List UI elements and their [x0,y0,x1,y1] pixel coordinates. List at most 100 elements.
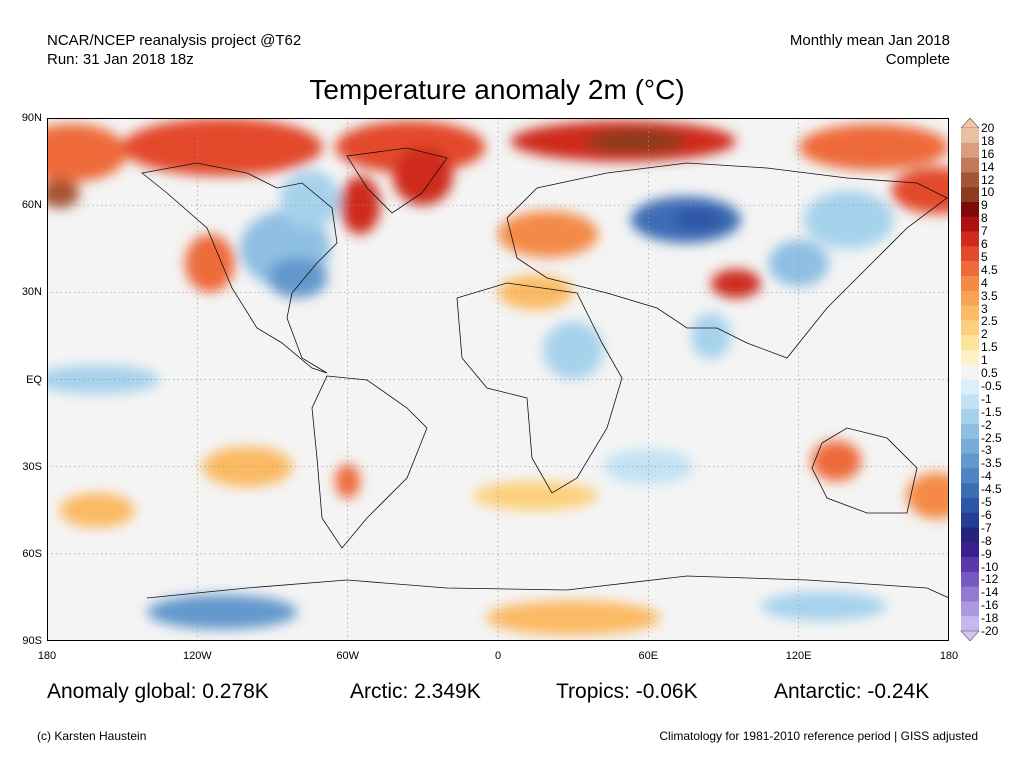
longitude-label: 60E [638,650,659,662]
colorbar-swatch [961,483,979,499]
colorbar-label: 10 [981,185,995,200]
colorbar-swatch [961,453,979,469]
longitude-label: 60W [336,650,359,662]
anomaly-region [906,472,949,519]
stat-antarctic: Antarctic: -0.24K [774,680,930,703]
anomaly-region [47,179,80,209]
anomaly-map [47,118,949,641]
longitude-label: 180 [37,650,57,662]
colorbar-label: 2.5 [981,314,998,329]
anomaly-region [803,190,894,249]
colorbar-swatch [961,468,979,484]
colorbar-swatch [961,172,979,188]
colorbar-swatch [961,542,979,558]
latitude-label: 30N [21,286,42,299]
anomaly-region [811,440,862,482]
colorbar-swatch [961,394,979,410]
colorbar-label: 3 [981,301,988,316]
colorbar-swatch [961,571,979,587]
anomaly-region [335,463,361,499]
colorbar-swatch [961,201,979,218]
colorbar-swatch [961,231,979,247]
anomaly-region [47,123,128,182]
stat-arctic: Arctic: 2.349K [350,680,481,703]
longitude-label: 120E [785,650,812,662]
colorbar-swatch [961,290,979,306]
colorbar-label: -3 [981,443,992,458]
anomaly-region [59,492,135,528]
anomaly-region [47,364,160,395]
anomaly-region [710,269,762,299]
model-name: NCAR/NCEP reanalysis project @T62 [47,32,302,49]
colorbar-label: -10 [981,559,999,574]
longitude-label: 0 [494,650,502,662]
colorbar-swatch [961,349,979,366]
colorbar-label: -3.5 [981,456,1002,471]
anomaly-region [202,446,293,488]
anomaly-region [267,257,328,299]
anomaly-region [891,167,949,214]
anomaly-region [392,147,453,206]
anomaly-region [147,594,298,630]
colorbar-label: -9 [981,546,992,561]
anomaly-region [673,208,724,232]
anomaly-region [798,123,949,171]
colorbar-label: 7 [981,224,988,239]
colorbar-label: 20 [981,121,995,135]
colorbar-swatch [961,187,979,203]
map-canvas [47,118,949,641]
latitude-label: 30S [22,460,42,473]
colorbar-label: 4 [981,275,988,290]
latitude-label: EQ [26,373,42,386]
colorbar-swatch [961,142,979,158]
colorbar-swatch [961,497,979,513]
colorbar-swatch [961,616,979,632]
status-label: Complete [885,51,950,68]
south-america-coast [311,375,428,549]
anomaly-region [280,170,341,229]
colorbar-label: -2.5 [981,430,1002,445]
longitude-label: 120W [182,650,212,662]
colorbar-swatch [961,157,979,173]
colorbar-top-cap [960,118,980,129]
colorbar-label: -4.5 [981,482,1002,497]
anomaly-region [485,600,661,636]
colorbar-label: -14 [981,585,999,600]
map-frame [47,118,949,641]
colorbar-swatches [960,118,980,641]
colorbar-swatch [961,601,979,617]
colorbar-swatch [961,586,979,602]
colorbar-swatch [961,512,979,528]
colorbar-label: -4 [981,469,992,484]
colorbar-label: 14 [981,159,995,174]
north-america-coast [141,162,338,374]
anomaly-region [472,481,599,511]
stat-global: Anomaly global: 0.278K [47,680,269,703]
graticule [47,118,949,641]
colorbar-label: 18 [981,133,995,148]
latitude-label: 90S [22,635,42,647]
header-right: Monthly mean Jan 2018 Complete [790,31,950,69]
colorbar-swatch [961,423,979,439]
colorbar-label: -6 [981,507,992,522]
stat-tropics: Tropics: -0.06K [556,680,698,703]
anomaly-region [690,312,732,360]
colorbar-swatch [961,128,979,144]
colorbar-label: -1.5 [981,404,1002,419]
anomaly-region [585,129,686,153]
colorbar-label: 0.5 [981,366,998,381]
eurasia-coast [506,162,948,359]
colorbar-label: 16 [981,146,995,161]
colorbar-label: 4.5 [981,262,998,277]
longitude-label: 180 [939,650,959,662]
anomaly-layer [47,118,949,636]
coastlines [141,147,949,599]
latitude-label: 60S [22,547,42,560]
anomaly-region [498,274,574,310]
anomaly-region [498,210,599,258]
anomaly-region [340,176,381,235]
colorbar-swatch [961,275,979,292]
colorbar-label: 3.5 [981,288,998,303]
anomaly-region [603,449,694,485]
latitude-label: 90N [21,112,42,124]
